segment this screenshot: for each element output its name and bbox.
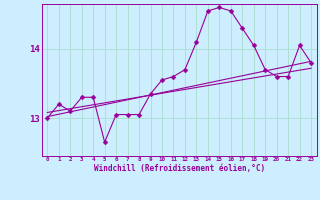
- X-axis label: Windchill (Refroidissement éolien,°C): Windchill (Refroidissement éolien,°C): [94, 164, 265, 173]
